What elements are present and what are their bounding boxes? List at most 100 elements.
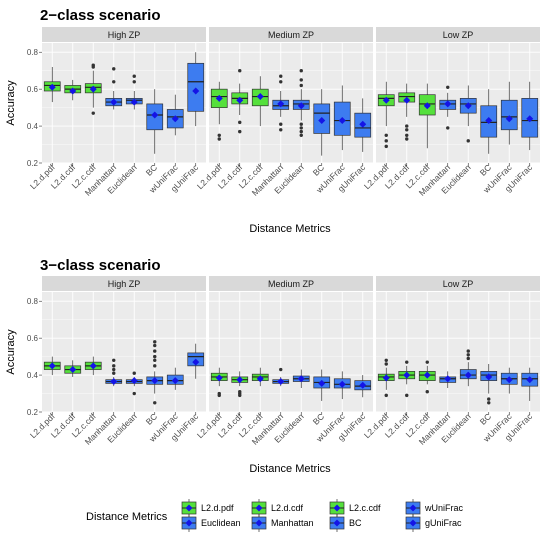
mean-marker xyxy=(464,371,472,379)
box-bc xyxy=(146,340,164,405)
box-l2-c-cdf xyxy=(84,63,102,115)
box-gunifrac xyxy=(354,375,372,398)
outlier-point xyxy=(153,401,157,405)
outlier-point xyxy=(299,83,303,88)
box-euclidean xyxy=(459,349,477,387)
outlier-point xyxy=(112,358,116,363)
outlier-point xyxy=(217,391,221,396)
outlier-point xyxy=(153,340,157,344)
outlier-point xyxy=(132,74,136,78)
outlier-point xyxy=(466,349,470,353)
mean-marker xyxy=(256,93,264,101)
y-tick-label: 0.4 xyxy=(27,122,39,131)
mean-marker xyxy=(277,378,285,386)
legend-label: wUniFrac xyxy=(424,503,464,513)
facet-label: Medium ZP xyxy=(268,279,314,289)
outlier-point xyxy=(132,391,136,396)
facet-label: High ZP xyxy=(108,30,141,40)
outlier-point xyxy=(487,401,491,405)
box-manhattan xyxy=(439,371,457,388)
legend-key-mean xyxy=(255,519,263,527)
facet-label: Low ZP xyxy=(443,279,474,289)
box-manhattan xyxy=(105,67,123,110)
box-euclidean xyxy=(292,369,310,388)
outlier-point xyxy=(299,126,303,130)
box-gunifrac xyxy=(187,52,205,127)
x-tick-label: BC xyxy=(144,411,159,426)
panel-low-zp: Low ZPL2.d.pdfL2.d.cdfL2.c.cdfManhattanE… xyxy=(362,27,540,198)
box-euclidean xyxy=(459,85,477,143)
outlier-point xyxy=(91,63,95,67)
x-axis-title: Distance Metrics xyxy=(249,223,331,235)
outlier-point xyxy=(112,367,116,372)
outlier-point xyxy=(425,360,429,364)
mean-marker xyxy=(89,85,97,93)
outlier-point xyxy=(153,354,157,359)
mean-marker xyxy=(338,117,346,125)
facet-strip xyxy=(376,276,540,291)
box-wunifrac xyxy=(500,367,518,394)
mean-marker xyxy=(277,100,285,108)
mean-marker xyxy=(236,96,244,104)
legend-item: L2.d.cdf xyxy=(251,499,304,517)
outlier-point xyxy=(446,126,450,130)
legend-key-mean xyxy=(255,504,263,512)
box-bc xyxy=(480,364,498,405)
outlier-point xyxy=(384,393,388,398)
panel-background xyxy=(42,292,206,412)
box-l2-c-cdf xyxy=(418,83,436,149)
mean-marker xyxy=(130,98,138,106)
outlier-point xyxy=(279,367,283,372)
outlier-point xyxy=(238,389,242,394)
box-euclidean xyxy=(292,68,310,138)
outlier-point xyxy=(91,111,95,115)
y-axis-title: Accuracy xyxy=(5,329,17,375)
chart-title: 2−class scenario xyxy=(40,7,161,24)
box-l2-d-pdf xyxy=(377,358,395,398)
panel-background xyxy=(376,292,540,412)
mean-marker xyxy=(485,373,493,381)
legend-title: Distance Metrics xyxy=(86,511,168,523)
outlier-point xyxy=(153,343,157,348)
chart-block-1: 2−class scenarioAccuracy0.20.40.60.8High… xyxy=(5,7,540,235)
box-wunifrac xyxy=(333,85,351,151)
mean-marker xyxy=(69,366,77,374)
box-l2-c-cdf xyxy=(418,360,436,394)
y-tick-label: 0.2 xyxy=(27,408,39,417)
mean-marker xyxy=(151,111,159,119)
box-manhattan xyxy=(272,367,290,387)
outlier-point xyxy=(153,349,157,353)
legend-label: gUniFrac xyxy=(425,518,462,528)
outlier-point xyxy=(112,364,116,368)
outlier-point xyxy=(153,364,157,368)
mean-marker xyxy=(382,96,390,104)
box-bc xyxy=(313,89,331,156)
mean-marker xyxy=(297,102,305,110)
mean-marker xyxy=(318,379,326,387)
outlier-point xyxy=(466,356,470,361)
box-l2-d-cdf xyxy=(231,371,249,398)
panel-high-zp: High ZPL2.d.pdfL2.d.cdfL2.c.cdfManhattan… xyxy=(28,276,206,447)
outlier-point xyxy=(446,85,450,90)
mean-marker xyxy=(464,102,472,110)
legend-item: Euclidean xyxy=(181,514,241,532)
outlier-point xyxy=(132,80,136,84)
legend-label: BC xyxy=(349,518,362,528)
mean-marker xyxy=(403,371,411,379)
y-tick-label: 0.6 xyxy=(27,85,39,94)
outlier-point xyxy=(299,68,303,73)
legend-item: L2.d.pdf xyxy=(181,499,234,517)
facet-strip xyxy=(42,276,206,291)
y-axis-title: Accuracy xyxy=(5,80,17,126)
legend: Distance Metrics L2.d.pdf L2.d.cdf L2.c.cdf… xyxy=(86,499,464,532)
outlier-point xyxy=(405,133,409,138)
outlier-point xyxy=(384,362,388,366)
mean-marker xyxy=(382,374,390,382)
box-wunifrac xyxy=(333,371,351,400)
outlier-point xyxy=(405,360,409,364)
mean-marker xyxy=(171,115,179,123)
legend-item: Manhattan xyxy=(251,514,314,532)
box-wunifrac xyxy=(500,81,518,145)
outlier-point xyxy=(299,129,303,134)
box-wunifrac xyxy=(166,367,184,390)
